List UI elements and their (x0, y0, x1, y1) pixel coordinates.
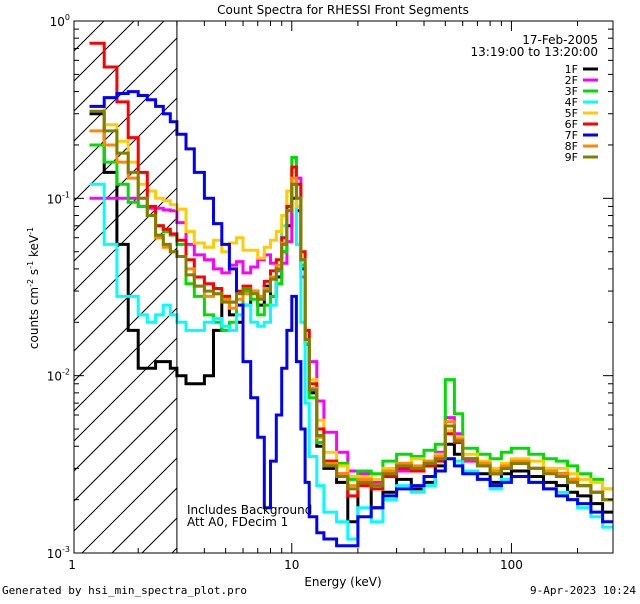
hatch-line (81, 457, 177, 553)
series-8F-line (89, 129, 613, 502)
hatch-line (74, 217, 177, 322)
series-group (89, 41, 613, 548)
x-tick-label: 1 (68, 558, 76, 572)
y-tick-label: 10-2 (47, 368, 70, 384)
chart-title: Count Spectra for RHESSI Front Segments (217, 3, 469, 17)
timestamp-footer: 9-Apr-2023 10:24 (530, 584, 636, 597)
hatch-line (74, 397, 177, 502)
legend-label-7F: 7F (565, 129, 578, 142)
legend-label-2F: 2F (565, 74, 578, 87)
time-range-label: 13:19:00 to 13:20:00 (471, 45, 598, 59)
legend-label-1F: 1F (565, 63, 578, 76)
hatch-line (74, 97, 177, 202)
y-axis-label: counts cm-2 s-1 keV-1 (26, 227, 41, 349)
hatch-line (74, 21, 165, 112)
hatch-line (74, 21, 105, 52)
hatch-line (74, 67, 177, 172)
axes: 1 10 100 10-3 10-2 10-1 100 (47, 13, 614, 572)
legend-label-8F: 8F (565, 140, 578, 153)
legend-label-5F: 5F (565, 107, 578, 120)
hatch-line (74, 127, 177, 232)
attenuator-annotation: Att A0, FDecim 1 (187, 515, 288, 529)
date-label: 17-Feb-2005 (522, 33, 598, 47)
hatch-line (74, 247, 177, 352)
y-tick-label: 100 (50, 13, 70, 29)
hatch-line (74, 277, 177, 382)
background-annotation: Includes Background (187, 503, 312, 517)
legend-label-4F: 4F (565, 96, 578, 109)
series-5F-line (89, 104, 613, 491)
x-tick-label: 100 (500, 558, 523, 572)
series-3F-line (89, 143, 613, 491)
legend-label-9F: 9F (565, 151, 578, 164)
generated-by-footer: Generated by hsi_min_spectra_plot.pro (2, 584, 248, 597)
hatch-line (74, 427, 177, 532)
legend-label-3F: 3F (565, 85, 578, 98)
series-6F-line (89, 41, 613, 502)
hatch-line (74, 367, 177, 472)
legend-label-6F: 6F (565, 118, 578, 131)
y-tick-label: 10-3 (47, 545, 70, 561)
x-tick-label: 10 (284, 558, 299, 572)
hatch-line (74, 187, 177, 292)
x-axis-label: Energy (keV) (304, 575, 381, 589)
plot-frame (73, 20, 614, 554)
series-4F-line (89, 182, 613, 541)
y-tick-label: 10-1 (47, 190, 70, 206)
